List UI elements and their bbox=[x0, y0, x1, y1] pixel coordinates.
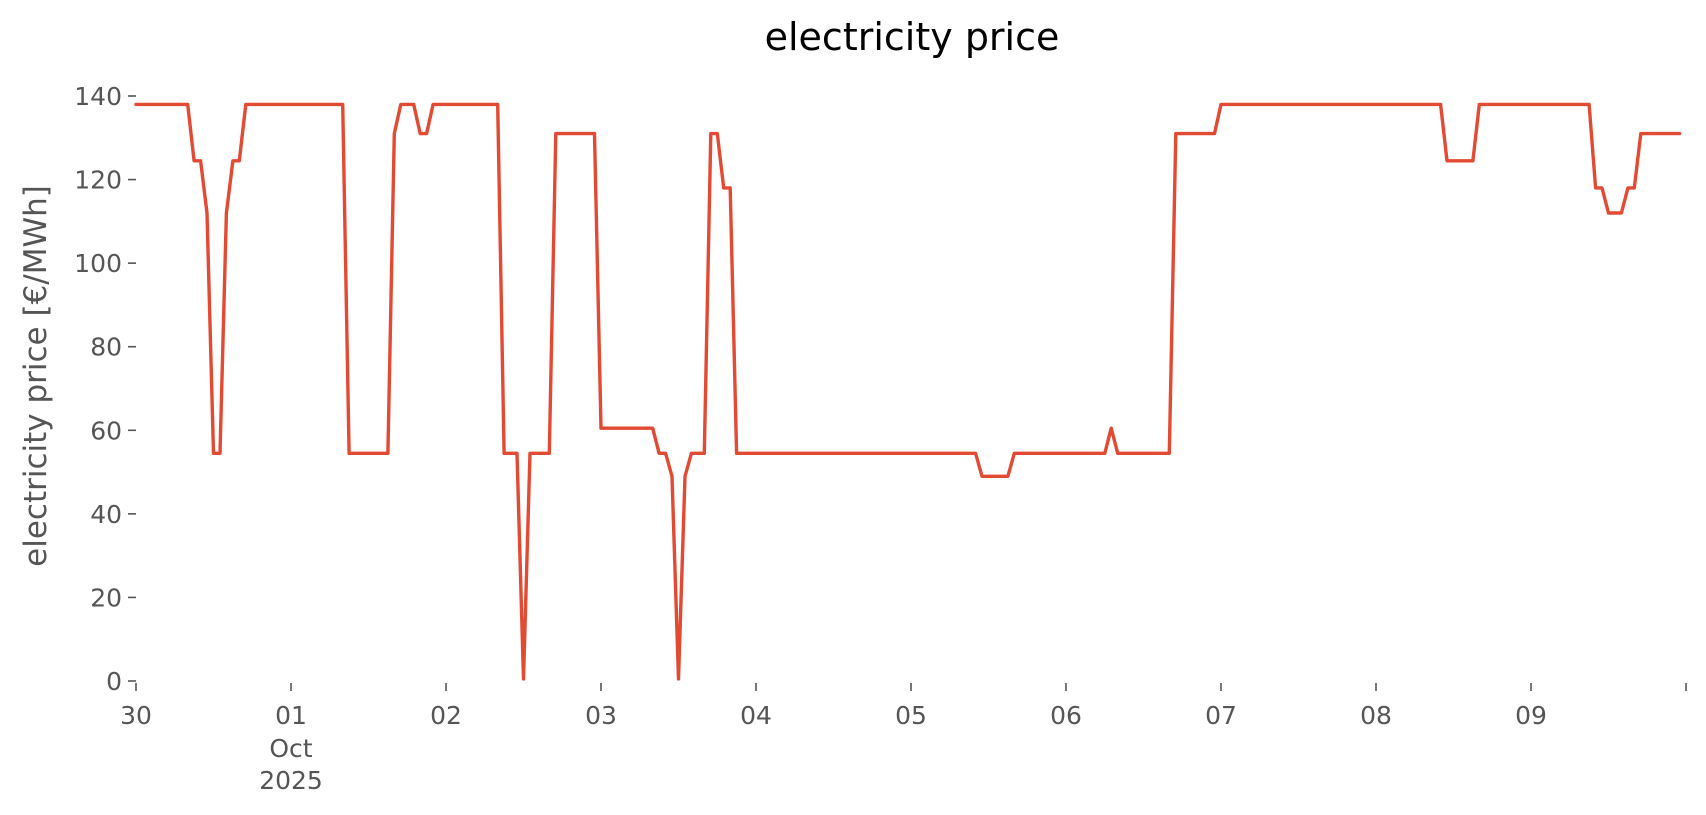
y-tick-label: 0 bbox=[106, 667, 122, 696]
x-tick-label: 01 bbox=[275, 701, 307, 730]
y-tick-label: 120 bbox=[74, 166, 122, 195]
price-series-line bbox=[134, 102, 1682, 681]
x-tick-label: 07 bbox=[1205, 701, 1237, 730]
x-tick-label: 04 bbox=[740, 701, 772, 730]
y-axis-label: electricity price [€/MWh] bbox=[18, 185, 54, 567]
x-tick-sublabel: Oct bbox=[269, 734, 312, 763]
y-tick-label: 60 bbox=[90, 416, 122, 445]
y-tick-label: 40 bbox=[90, 500, 122, 529]
y-axis: 0 20 40 60 80 100 120 140 bbox=[74, 82, 136, 696]
y-tick-label: 140 bbox=[74, 82, 122, 111]
series-layer bbox=[134, 102, 1682, 681]
y-tick-label: 80 bbox=[90, 333, 122, 362]
x-tick-label: 05 bbox=[895, 701, 927, 730]
x-tick-label: 02 bbox=[430, 701, 462, 730]
x-tick-label: 03 bbox=[585, 701, 617, 730]
chart-title: electricity price bbox=[765, 15, 1060, 59]
x-tick-label: 06 bbox=[1050, 701, 1082, 730]
y-tick-label: 20 bbox=[90, 583, 122, 612]
x-tick-label: 30 bbox=[120, 701, 152, 730]
x-tick-label: 08 bbox=[1360, 701, 1392, 730]
y-tick-label: 100 bbox=[74, 249, 122, 278]
x-tick-label: 09 bbox=[1515, 701, 1547, 730]
x-axis: 30 01 Oct 2025 02 03 04 05 06 07 08 09 bbox=[120, 683, 1687, 795]
x-tick-sublabel: 2025 bbox=[259, 766, 323, 795]
